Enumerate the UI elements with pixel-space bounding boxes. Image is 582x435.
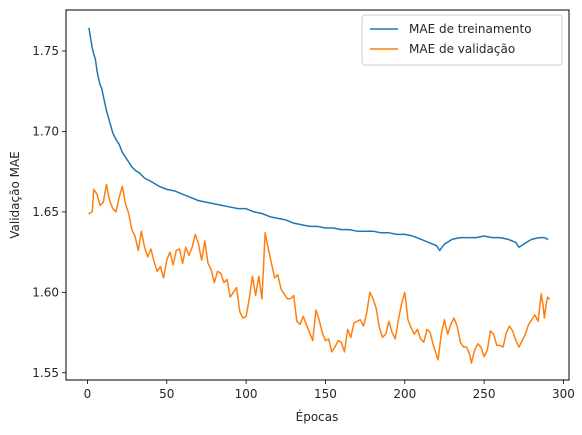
x-tick-label: 150 <box>314 387 337 401</box>
x-tick-label: 0 <box>84 387 92 401</box>
y-tick-label: 1.75 <box>32 44 59 58</box>
y-tick-label: 1.60 <box>32 285 59 299</box>
x-tick-label: 300 <box>552 387 575 401</box>
x-tick-label: 250 <box>473 387 496 401</box>
x-axis-ticks: 0 50 100 150 200 250 300 <box>84 380 575 401</box>
y-axis-label: Validação MAE <box>8 151 22 239</box>
x-tick-label: 50 <box>159 387 174 401</box>
series-line-treinamento <box>88 27 549 252</box>
legend-label-treinamento: MAE de treinamento <box>409 22 532 36</box>
series-layer <box>88 27 551 364</box>
x-tick-label: 100 <box>235 387 258 401</box>
x-tick-label: 200 <box>393 387 416 401</box>
y-tick-label: 1.55 <box>32 366 59 380</box>
legend-label-validacao: MAE de validação <box>409 42 515 56</box>
y-axis-ticks: 1.55 1.60 1.65 1.70 1.75 <box>32 44 66 380</box>
legend: MAE de treinamento MAE de validação <box>361 14 563 66</box>
plot-frame <box>65 9 570 381</box>
plot-area <box>88 27 551 364</box>
x-axis-label: Épocas <box>296 409 339 424</box>
legend-box <box>361 14 563 66</box>
y-tick-label: 1.70 <box>32 124 59 138</box>
y-tick-label: 1.65 <box>32 205 59 219</box>
series-line-validacao <box>88 183 551 364</box>
